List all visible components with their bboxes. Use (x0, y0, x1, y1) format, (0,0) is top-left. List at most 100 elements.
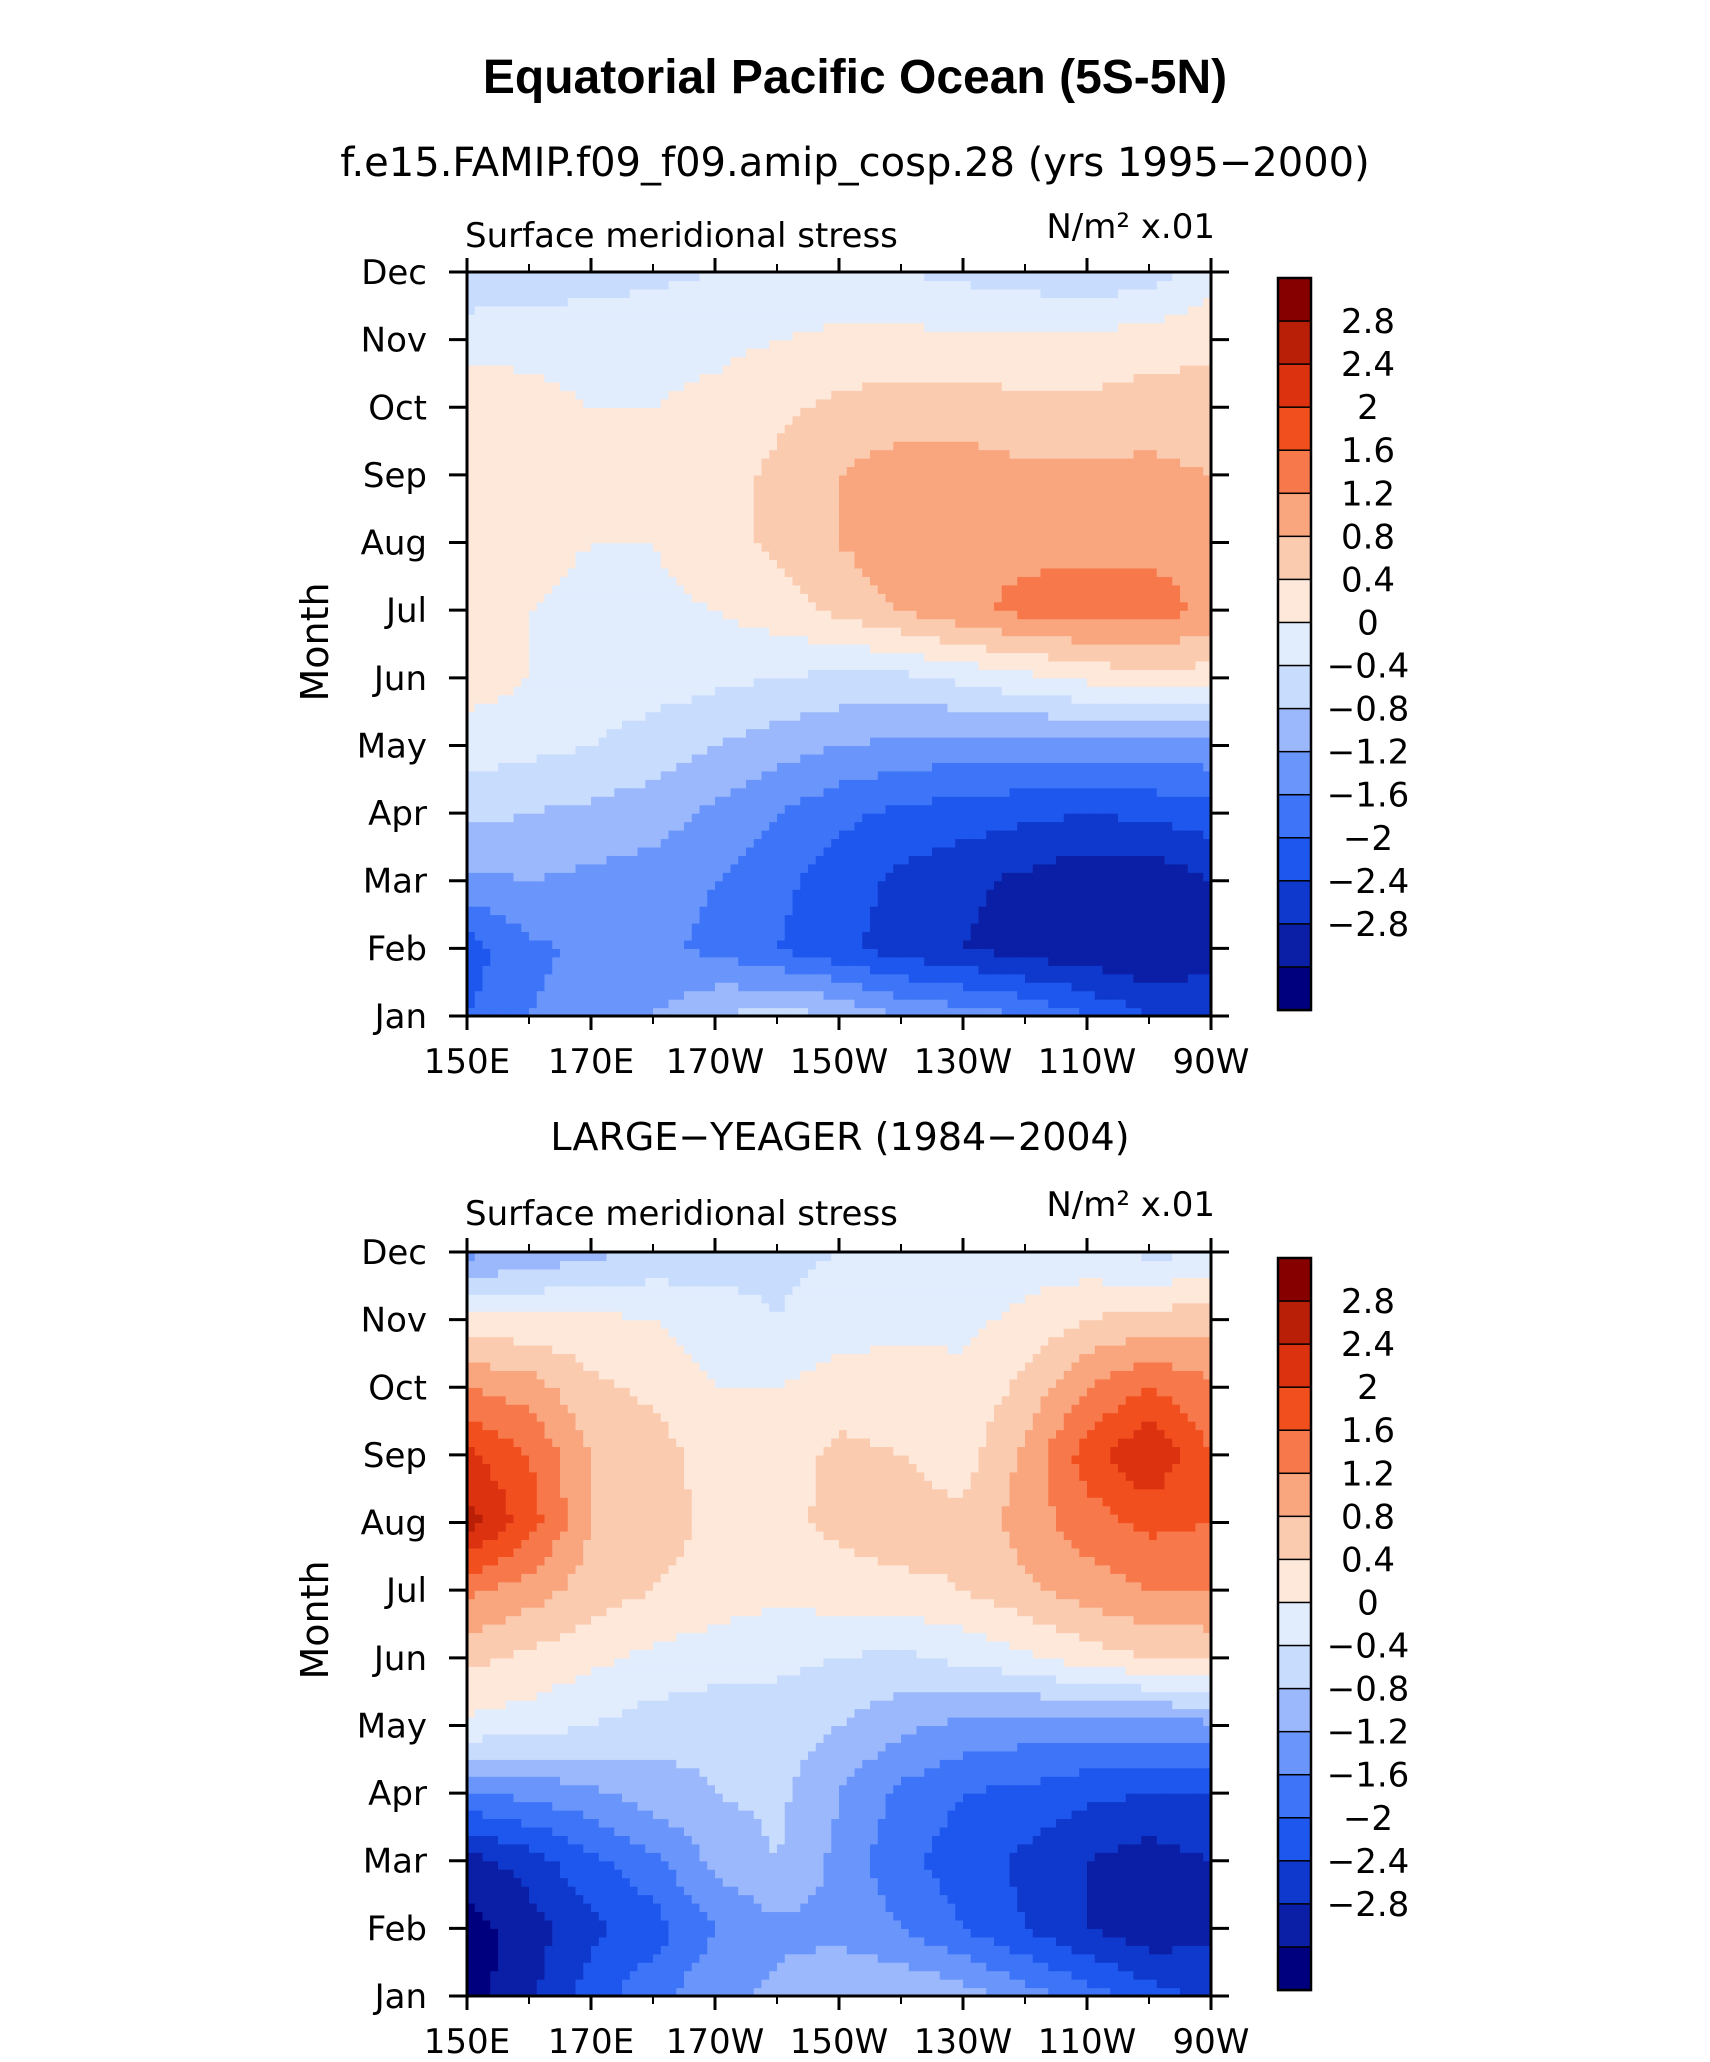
field-cell (908, 863, 918, 873)
field-cell (707, 982, 716, 992)
field-cell (629, 677, 639, 687)
field-cell (1094, 584, 1104, 594)
field-cell (885, 813, 894, 823)
field-cell (521, 889, 530, 899)
field-cell (862, 846, 871, 856)
field-cell (986, 677, 995, 687)
field-cell (560, 796, 569, 806)
field-cell (823, 635, 832, 645)
field-cell (970, 965, 980, 975)
field-cell (1017, 923, 1026, 933)
field-cell (707, 965, 716, 975)
field-cell (529, 753, 538, 763)
field-cell (1040, 618, 1049, 628)
field-cell (901, 753, 910, 763)
field-cell (722, 990, 732, 1000)
field-cell (1048, 982, 1057, 992)
field-cell (978, 652, 987, 662)
field-cell (862, 635, 871, 645)
field-cell (1141, 618, 1150, 628)
field-cell (715, 863, 724, 873)
field-cell (730, 1007, 739, 1017)
field-cell (676, 855, 685, 865)
field-cell (637, 830, 646, 840)
field-cell (777, 939, 786, 949)
field-cell (978, 880, 987, 890)
field-cell (567, 601, 577, 611)
field-cell (784, 872, 794, 882)
field-cell (567, 745, 577, 755)
field-cell (544, 686, 553, 696)
field-cell (583, 923, 592, 933)
field-cell (567, 635, 577, 645)
field-cell (591, 728, 600, 738)
field-cell (1087, 644, 1096, 654)
field-cell (606, 813, 615, 823)
field-cell (1056, 931, 1065, 941)
field-cell (598, 694, 608, 704)
field-cell (1087, 787, 1096, 797)
field-cell (1025, 753, 1034, 763)
field-cell (1195, 889, 1204, 899)
field-cell (746, 779, 755, 789)
field-cell (1063, 644, 1073, 654)
field-cell (552, 931, 561, 941)
field-cell (529, 846, 538, 856)
field-cell (490, 956, 499, 966)
field-cell (645, 948, 654, 958)
field-cell (738, 880, 747, 890)
field-cell (1087, 813, 1096, 823)
field-cell (738, 923, 747, 933)
field-cell (947, 745, 956, 755)
field-cell (567, 982, 577, 992)
field-cell (567, 863, 577, 873)
field-cell (932, 593, 941, 603)
field-cell (1172, 584, 1181, 594)
field-cell (1172, 889, 1181, 899)
field-cell (606, 669, 615, 679)
field-cell (1017, 863, 1026, 873)
field-cell (505, 830, 515, 840)
field-cell (498, 779, 507, 789)
field-cell (474, 677, 484, 687)
field-cell (575, 635, 584, 645)
field-cell (467, 923, 476, 933)
field-cell (552, 787, 561, 797)
field-cell (1149, 762, 1158, 772)
field-cell (1071, 796, 1080, 806)
field-cell (1025, 737, 1034, 747)
field-cell (885, 610, 894, 620)
field-cell (815, 821, 825, 831)
field-cell (986, 880, 995, 890)
field-cell (970, 872, 980, 882)
field-cell (994, 872, 1003, 882)
field-cell (668, 576, 677, 586)
field-cell (1025, 576, 1034, 586)
field-cell (815, 931, 825, 941)
field-cell (994, 669, 1003, 679)
field-cell (1040, 644, 1049, 654)
field-cell (1180, 644, 1189, 654)
field-cell (575, 753, 584, 763)
field-cell (536, 821, 546, 831)
field-cell (1056, 703, 1065, 713)
field-cell (808, 601, 817, 611)
field-cell (963, 804, 972, 814)
field-cell (831, 644, 840, 654)
field-cell (924, 863, 933, 873)
field-cell (753, 787, 763, 797)
field-cell (738, 720, 747, 730)
field-cell (529, 669, 538, 679)
field-cell (753, 737, 763, 747)
field-cell (1102, 728, 1111, 738)
field-cell (761, 796, 770, 806)
field-cell (800, 686, 809, 696)
field-cell (986, 999, 995, 1009)
field-cell (877, 846, 887, 856)
field-cell (1125, 694, 1135, 704)
field-cell (684, 584, 693, 594)
field-cell (1187, 652, 1197, 662)
field-cell (916, 897, 925, 907)
field-cell (699, 846, 708, 856)
field-cell (544, 796, 553, 806)
